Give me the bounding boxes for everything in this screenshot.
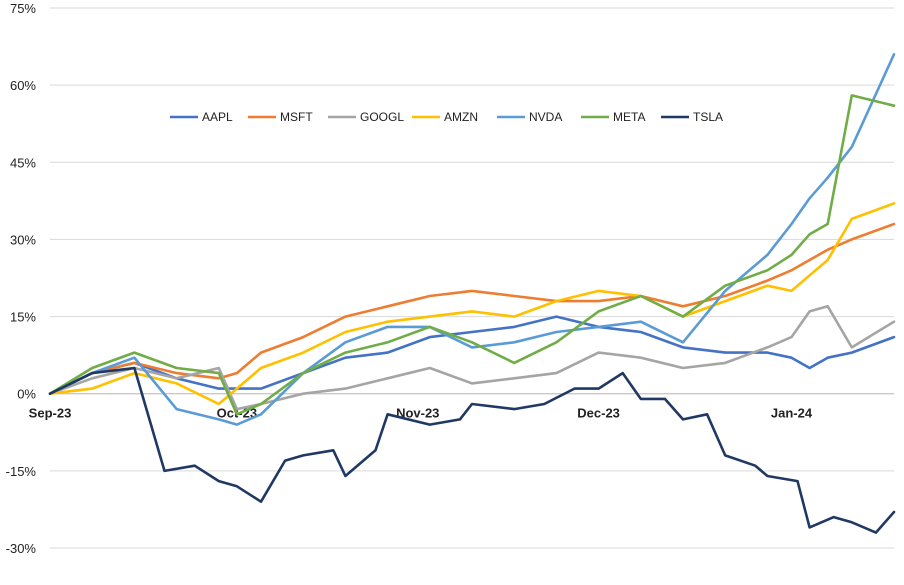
legend-label-meta: META — [613, 110, 645, 124]
series-line-msft — [48, 222, 896, 396]
legend-label-googl: GOOGL — [360, 110, 404, 124]
series-lines — [48, 52, 896, 534]
series-line-googl — [48, 304, 896, 411]
series-line-tsla — [48, 366, 896, 534]
grid-lines: -30% -15% 0% 15% 30% 45% 60% 75% — [6, 1, 894, 556]
legend-label-amzn: AMZN — [444, 110, 478, 124]
y-tick-label: 45% — [10, 155, 36, 170]
y-tick-label: 15% — [10, 310, 36, 325]
x-tick-label: Jan-24 — [771, 406, 813, 421]
legend-label-tsla: TSLA — [693, 110, 723, 124]
series-line-aapl — [48, 315, 896, 396]
x-tick-label: Nov-23 — [396, 406, 439, 421]
series-line-meta — [48, 94, 896, 416]
series-line-nvda — [48, 52, 896, 426]
x-axis: Sep-23 Oct-23 Nov-23 Dec-23 Jan-24 — [29, 393, 894, 421]
x-tick-label: Sep-23 — [29, 406, 72, 421]
x-tick-label: Dec-23 — [577, 406, 620, 421]
legend: AAPL MSFT GOOGL AMZN NVDA META TSLA — [170, 110, 723, 124]
legend-label-msft: MSFT — [280, 110, 313, 124]
y-tick-label: 60% — [10, 78, 36, 93]
y-tick-label: 30% — [10, 232, 36, 247]
y-tick-label: 75% — [10, 1, 36, 16]
series-line-amzn — [48, 202, 896, 406]
y-tick-label: 0% — [17, 387, 36, 402]
legend-label-nvda: NVDA — [529, 110, 562, 124]
y-tick-label: -30% — [6, 541, 37, 556]
y-tick-label: -15% — [6, 464, 37, 479]
legend-label-aapl: AAPL — [202, 110, 233, 124]
